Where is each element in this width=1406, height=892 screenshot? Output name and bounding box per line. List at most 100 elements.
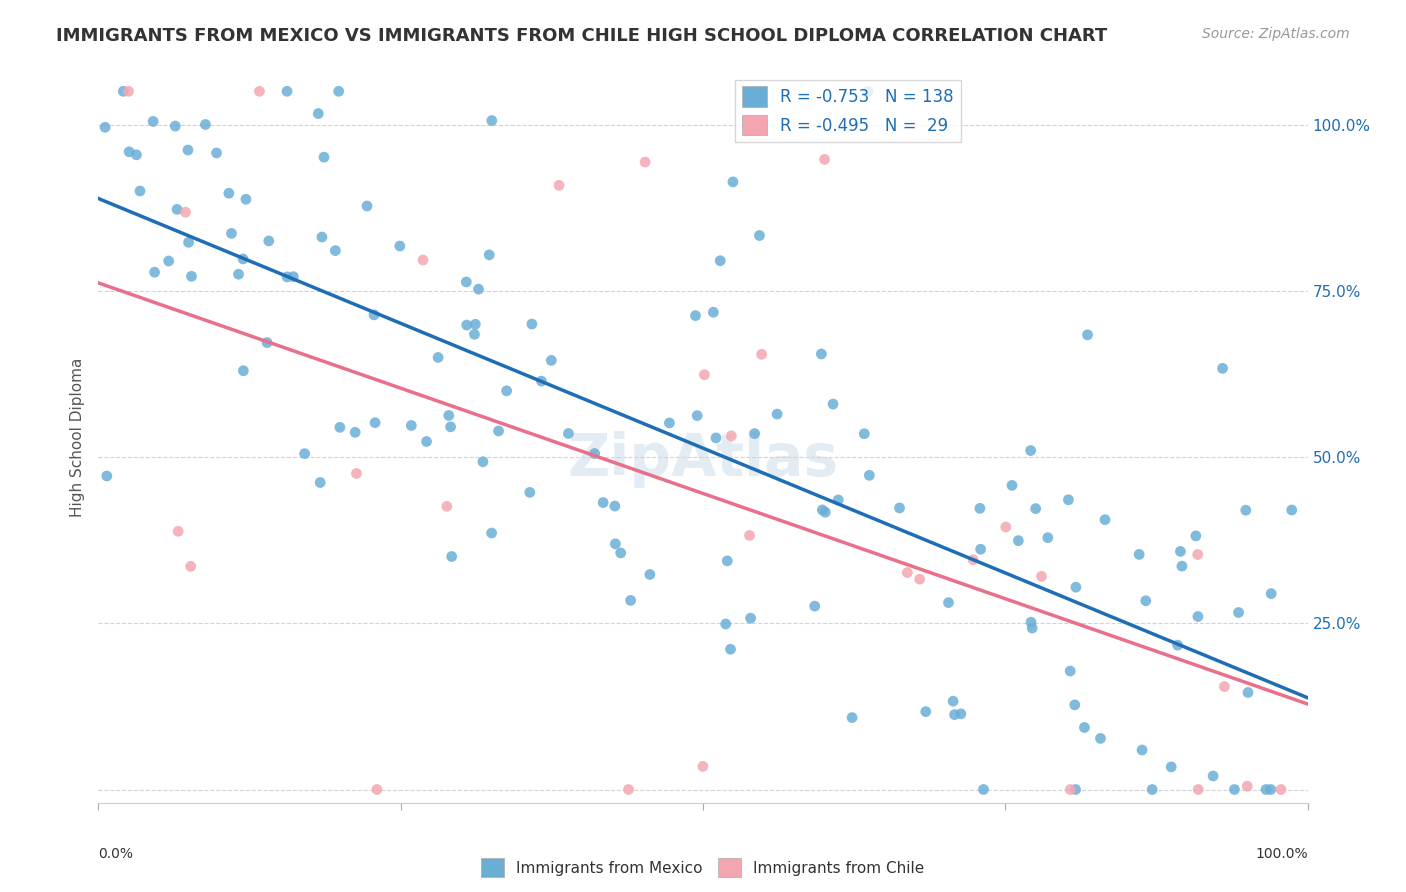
Text: 0.0%: 0.0% (98, 847, 134, 861)
Immigrants from Mexico (464, 318, 486, 332)
Immigrants from Mexico (129, 184, 152, 198)
Immigrants from Chile (692, 759, 714, 773)
Immigrants from Chile (180, 559, 202, 574)
Immigrants from Mexico (312, 150, 335, 164)
Immigrants from Mexico (943, 707, 966, 722)
Immigrants from Mexico (811, 503, 834, 517)
Immigrants from Chile (1187, 782, 1209, 797)
Immigrants from Mexico (969, 501, 991, 516)
Immigrants from Mexico (1170, 544, 1192, 558)
Immigrants from Chile (896, 566, 918, 580)
Immigrants from Chile (366, 782, 388, 797)
Immigrants from Chile (1213, 680, 1236, 694)
Immigrants from Mexico (810, 347, 832, 361)
Immigrants from Mexico (520, 317, 543, 331)
Immigrants from Chile (346, 467, 368, 481)
Immigrants from Mexico (557, 426, 579, 441)
Immigrants from Mexico (388, 239, 411, 253)
Immigrants from Mexico (638, 567, 661, 582)
Immigrants from Mexico (1076, 327, 1098, 342)
Immigrants from Chile (720, 429, 742, 443)
Immigrants from Mexico (592, 495, 614, 509)
Immigrants from Mexico (471, 455, 494, 469)
Immigrants from Mexico (1135, 594, 1157, 608)
Immigrants from Mexico (283, 269, 305, 284)
Immigrants from Mexico (401, 418, 423, 433)
Immigrants from Mexico (456, 318, 478, 332)
Immigrants from Mexico (1001, 478, 1024, 492)
Immigrants from Mexico (1167, 638, 1189, 652)
Immigrants from Chile (1059, 782, 1081, 797)
Immigrants from Mexico (1064, 782, 1087, 797)
Immigrants from Mexico (1019, 615, 1042, 630)
Immigrants from Mexico (583, 446, 606, 460)
Immigrants from Mexico (702, 305, 724, 319)
Immigrants from Mexico (125, 148, 148, 162)
Immigrants from Mexico (1064, 580, 1087, 594)
Immigrants from Mexico (256, 335, 278, 350)
Immigrants from Chile (634, 155, 657, 169)
Text: 100.0%: 100.0% (1256, 847, 1308, 861)
Immigrants from Mexico (257, 234, 280, 248)
Immigrants from Mexico (437, 409, 460, 423)
Immigrants from Mexico (685, 309, 707, 323)
Immigrants from Chile (167, 524, 190, 539)
Immigrants from Mexico (1237, 685, 1260, 699)
Immigrants from Mexico (914, 705, 936, 719)
Text: ZipAtlas: ZipAtlas (568, 431, 838, 488)
Immigrants from Chile (813, 153, 835, 167)
Immigrants from Mexico (1281, 503, 1303, 517)
Immigrants from Mexico (488, 424, 510, 438)
Immigrants from Mexico (294, 447, 316, 461)
Immigrants from Mexico (620, 593, 643, 607)
Immigrants from Mexico (1063, 698, 1085, 712)
Immigrants from Mexico (973, 782, 995, 797)
Immigrants from Mexico (439, 420, 461, 434)
Immigrants from Mexico (427, 351, 450, 365)
Immigrants from Mexico (827, 492, 849, 507)
Immigrants from Mexico (177, 143, 200, 157)
Immigrants from Mexico (540, 353, 562, 368)
Immigrants from Mexico (720, 642, 742, 657)
Immigrants from Mexico (218, 186, 240, 201)
Immigrants from Mexico (329, 420, 352, 434)
Immigrants from Mexico (1227, 606, 1250, 620)
Immigrants from Mexico (841, 710, 863, 724)
Immigrants from Chile (908, 572, 931, 586)
Immigrants from Chile (1236, 779, 1258, 793)
Immigrants from Mexico (721, 175, 744, 189)
Immigrants from Mexico (1254, 782, 1277, 797)
Immigrants from Mexico (1223, 782, 1246, 797)
Immigrants from Mexico (228, 267, 250, 281)
Immigrants from Mexico (495, 384, 517, 398)
Immigrants from Chile (436, 500, 458, 514)
Immigrants from Chile (1031, 569, 1053, 583)
Immigrants from Mexico (232, 364, 254, 378)
Immigrants from Mexico (609, 546, 631, 560)
Immigrants from Mexico (165, 119, 187, 133)
Immigrants from Mexico (1187, 609, 1209, 624)
Immigrants from Mexico (194, 118, 217, 132)
Immigrants from Mexico (766, 407, 789, 421)
Immigrants from Mexico (142, 114, 165, 128)
Immigrants from Mexico (658, 416, 681, 430)
Immigrants from Mexico (356, 199, 378, 213)
Immigrants from Mexico (205, 145, 228, 160)
Immigrants from Mexico (716, 554, 738, 568)
Immigrants from Mexico (605, 537, 627, 551)
Immigrants from Mexico (803, 599, 825, 613)
Immigrants from Chile (751, 347, 773, 361)
Immigrants from Mexico (1171, 559, 1194, 574)
Immigrants from Mexico (1185, 529, 1208, 543)
Immigrants from Mexico (235, 192, 257, 206)
Immigrants from Chile (412, 252, 434, 267)
Immigrants from Mexico (709, 253, 731, 268)
Immigrants from Mexico (821, 397, 844, 411)
Immigrants from Mexico (157, 254, 180, 268)
Immigrants from Mexico (530, 374, 553, 388)
Immigrants from Mexico (1019, 443, 1042, 458)
Immigrants from Mexico (94, 120, 117, 135)
Immigrants from Mexico (1073, 721, 1095, 735)
Immigrants from Mexico (96, 469, 118, 483)
Immigrants from Mexico (853, 426, 876, 441)
